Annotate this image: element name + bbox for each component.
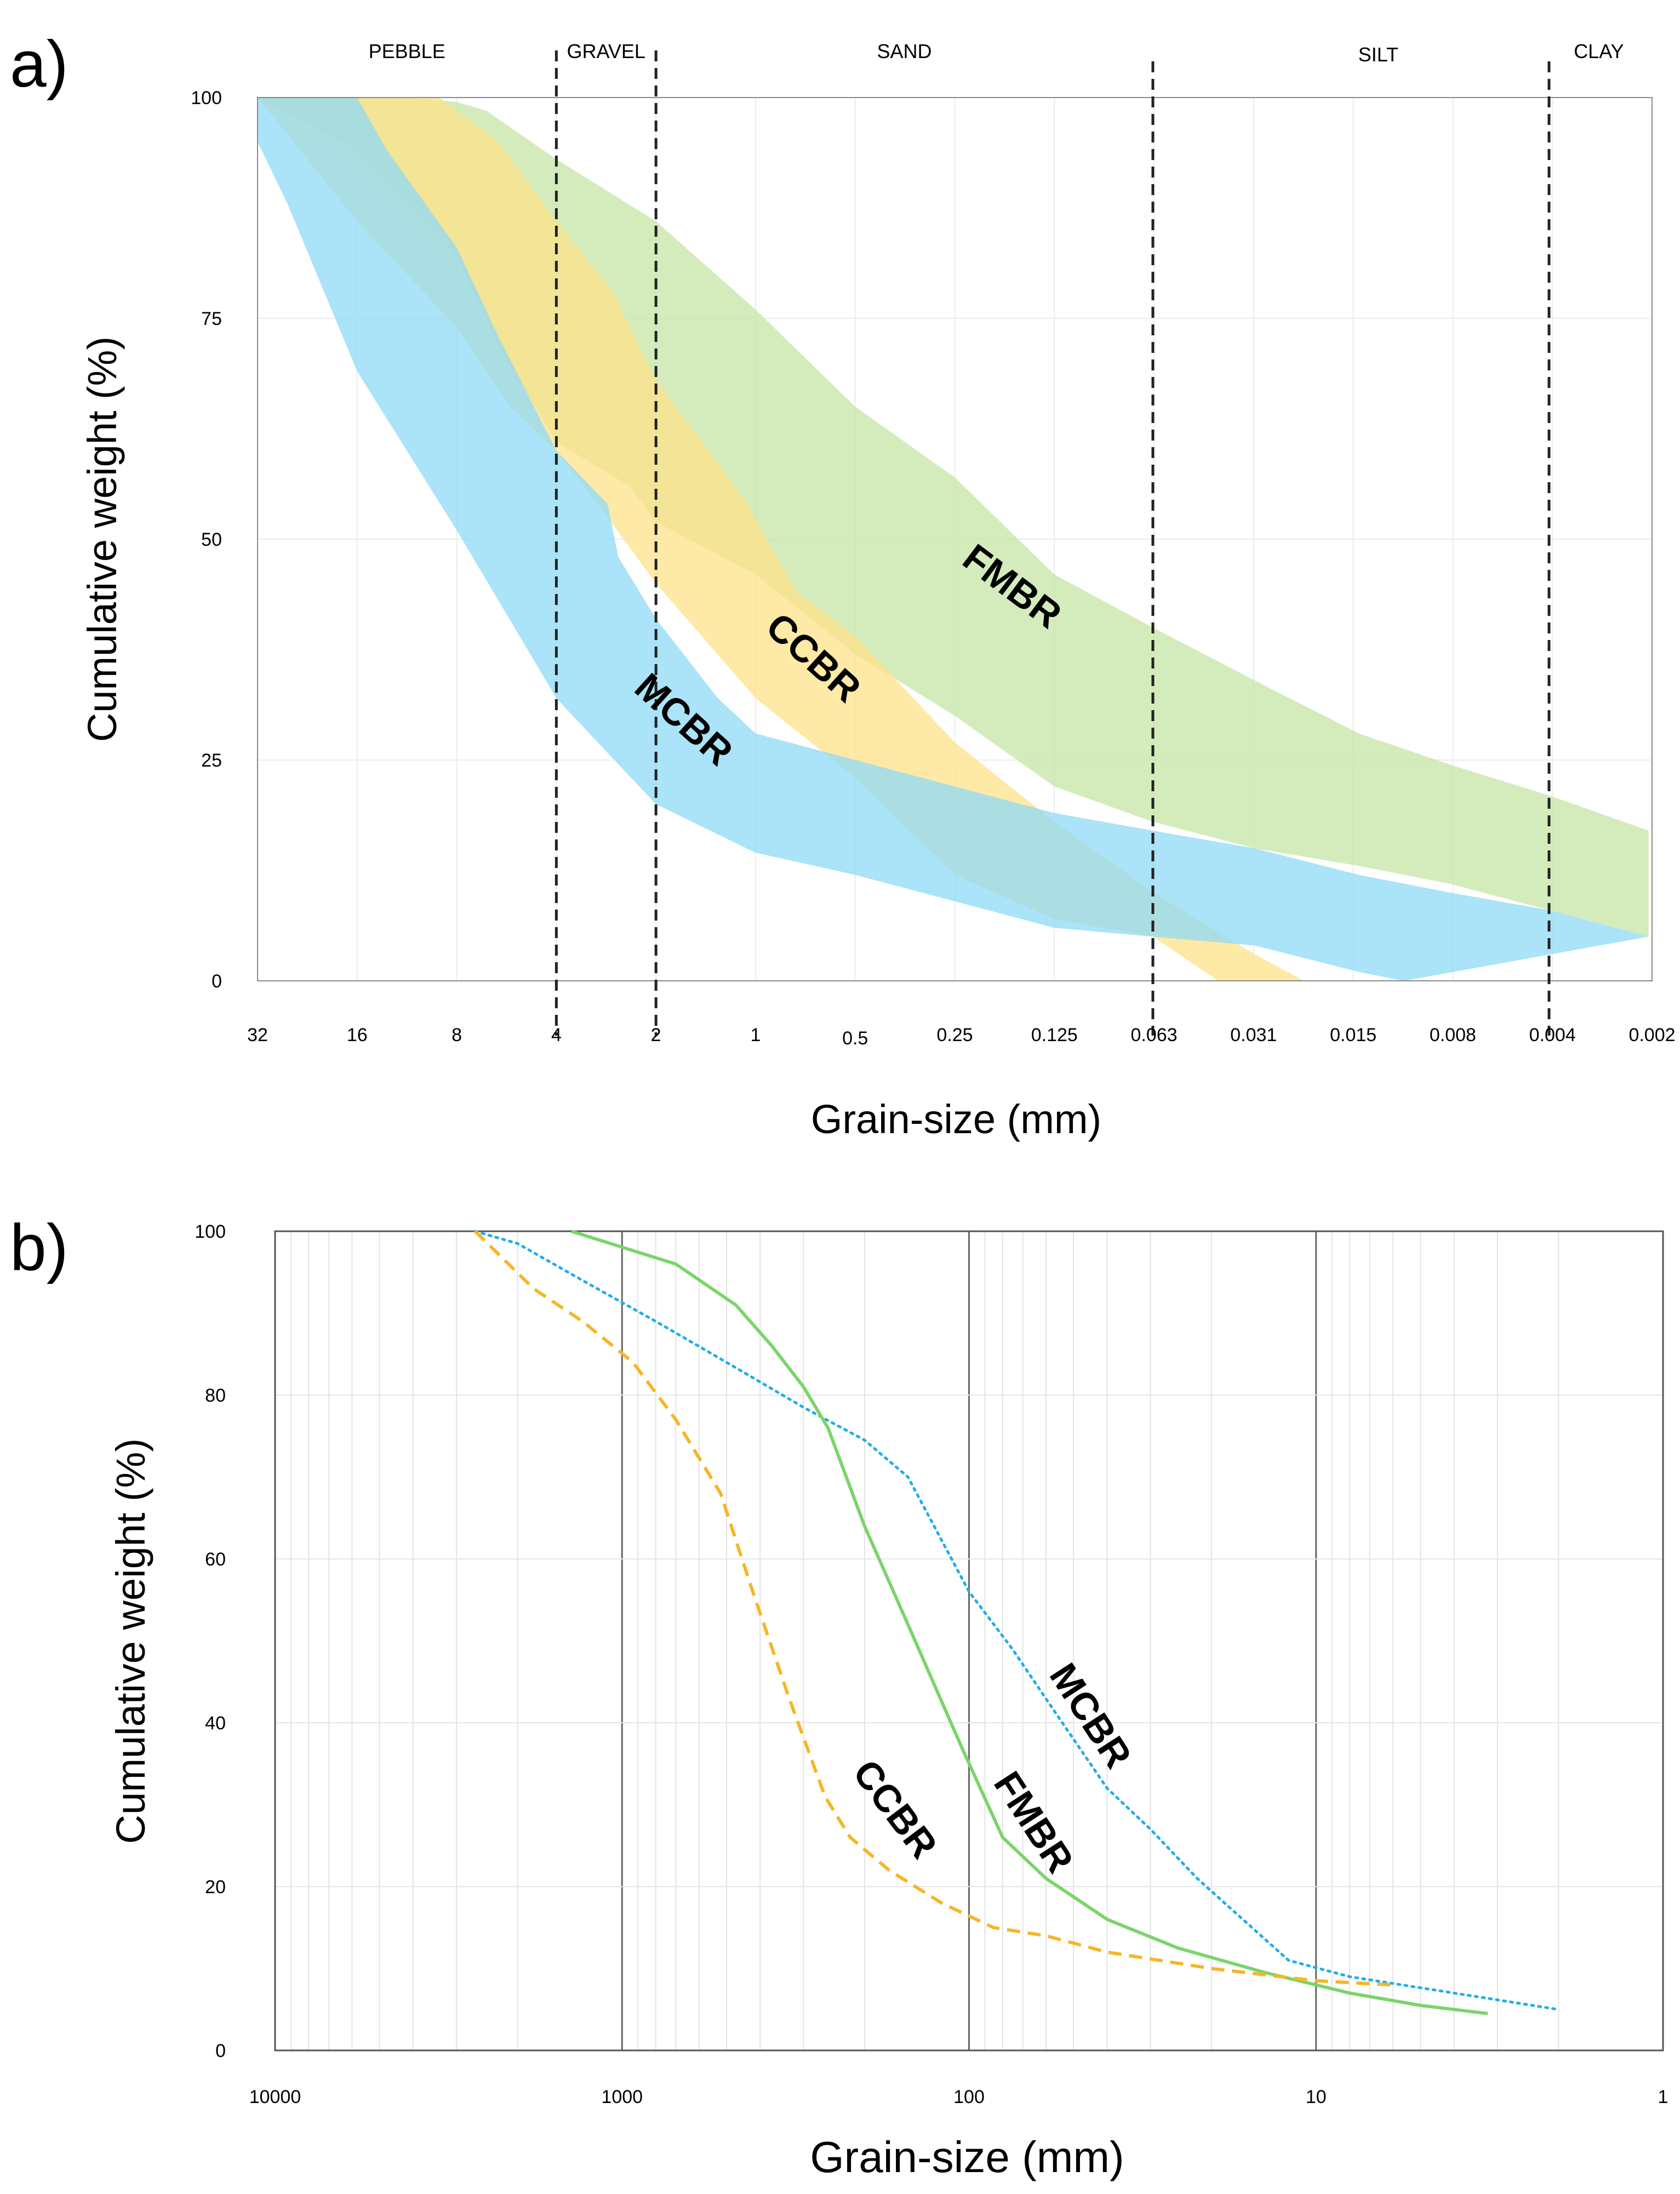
panel-a-areas — [258, 98, 1649, 981]
y-tick-label: 100 — [191, 88, 222, 108]
x-tick-label: 0.008 — [1430, 1025, 1476, 1045]
y-tick-label: 50 — [201, 529, 222, 550]
panel-a-size-class-labels: PEBBLE GRAVEL SAND SILT CLAY — [369, 40, 1624, 66]
x-tick-label: 1 — [1658, 2087, 1668, 2107]
line-mcbr — [473, 1230, 1560, 2011]
panel-a-label: a) — [10, 27, 68, 101]
x-tick-label: 0.125 — [1031, 1025, 1078, 1045]
y-tick-label: 80 — [205, 1385, 226, 1406]
panel-b-lines — [473, 1230, 1560, 2015]
series-label-fmbr: FMBR — [986, 1764, 1082, 1880]
size-class-label-silt: SILT — [1358, 43, 1398, 66]
area-ccbr — [258, 98, 1304, 981]
x-tick-label: 8 — [452, 1025, 462, 1045]
panel-a-plot-frame — [257, 97, 1653, 981]
x-tick-label: 2 — [651, 1025, 661, 1045]
x-tick-label: 10 — [1306, 2087, 1327, 2107]
panel-a-class-boundaries — [555, 50, 1551, 1036]
series-label-ccbr: CCBR — [845, 1752, 946, 1866]
panel-a: a) PEBBLE GRAVEL SAND SILT CLAY 0 25 50 75 100 3… — [10, 27, 1676, 1142]
size-class-label-pebble: PEBBLE — [369, 40, 445, 62]
panel-b-x-tick-labels: 10000 1000 100 10 1 — [249, 2087, 1668, 2107]
panel-b: b) 0 20 40 60 80 100 10000 1000 100 10 1 MCBRFMBR… — [10, 1211, 1668, 2181]
panel-a-y-axis-title: Cumulative weight (%) — [79, 336, 125, 742]
y-tick-label: 25 — [201, 750, 222, 771]
size-class-label-gravel: GRAVEL — [567, 40, 645, 62]
area-mcbr — [258, 98, 1649, 981]
size-class-label-clay: CLAY — [1574, 40, 1624, 62]
panel-b-plot-frame — [274, 1230, 1664, 2052]
x-tick-label: 16 — [347, 1025, 368, 1045]
x-tick-label: 32 — [247, 1025, 268, 1045]
x-tick-label: 0.063 — [1131, 1025, 1178, 1045]
size-class-label-sand: SAND — [877, 40, 932, 62]
panel-b-y-tick-labels: 0 20 40 60 80 100 — [195, 1221, 226, 2061]
x-tick-label: 0.25 — [936, 1025, 973, 1045]
y-tick-label: 60 — [205, 1549, 226, 1570]
y-tick-label: 0 — [212, 971, 222, 992]
y-tick-label: 0 — [215, 2041, 226, 2061]
line-fmbr — [570, 1230, 1488, 2015]
x-tick-label: 4 — [551, 1025, 562, 1045]
x-tick-label: 0.004 — [1529, 1025, 1576, 1045]
y-tick-label: 100 — [195, 1221, 226, 1242]
x-tick-label: 1 — [750, 1025, 761, 1045]
panel-a-y-tick-labels: 0 25 50 75 100 — [191, 88, 222, 992]
line-ccbr — [474, 1230, 1393, 1987]
x-tick-label: 0.031 — [1230, 1025, 1277, 1045]
panel-a-x-tick-labels: 32 16 8 4 2 1 0.5 0.25 0.125 0.063 0.031 0.015 0.008… — [247, 1025, 1675, 1049]
panel-a-x-axis-title: Grain-size (mm) — [811, 1096, 1101, 1142]
x-tick-label: 0.002 — [1628, 1025, 1675, 1045]
x-tick-label: 10000 — [249, 2087, 301, 2107]
y-tick-label: 75 — [201, 308, 222, 329]
y-tick-label: 40 — [205, 1713, 226, 1734]
x-tick-label: 0.015 — [1330, 1025, 1376, 1045]
x-tick-label: 1000 — [601, 2087, 643, 2107]
panel-b-y-axis-title: Cumulative weight (%) — [108, 1438, 153, 1844]
panel-b-grid — [275, 1231, 1663, 2051]
x-tick-label: 0.5 — [842, 1028, 868, 1049]
x-tick-label: 100 — [953, 2087, 985, 2107]
series-label-mcbr: MCBR — [1042, 1656, 1140, 1776]
panel-b-label: b) — [10, 1211, 68, 1284]
panel-b-x-axis-title: Grain-size (mm) — [810, 2133, 1124, 2181]
y-tick-label: 20 — [205, 1877, 226, 1898]
